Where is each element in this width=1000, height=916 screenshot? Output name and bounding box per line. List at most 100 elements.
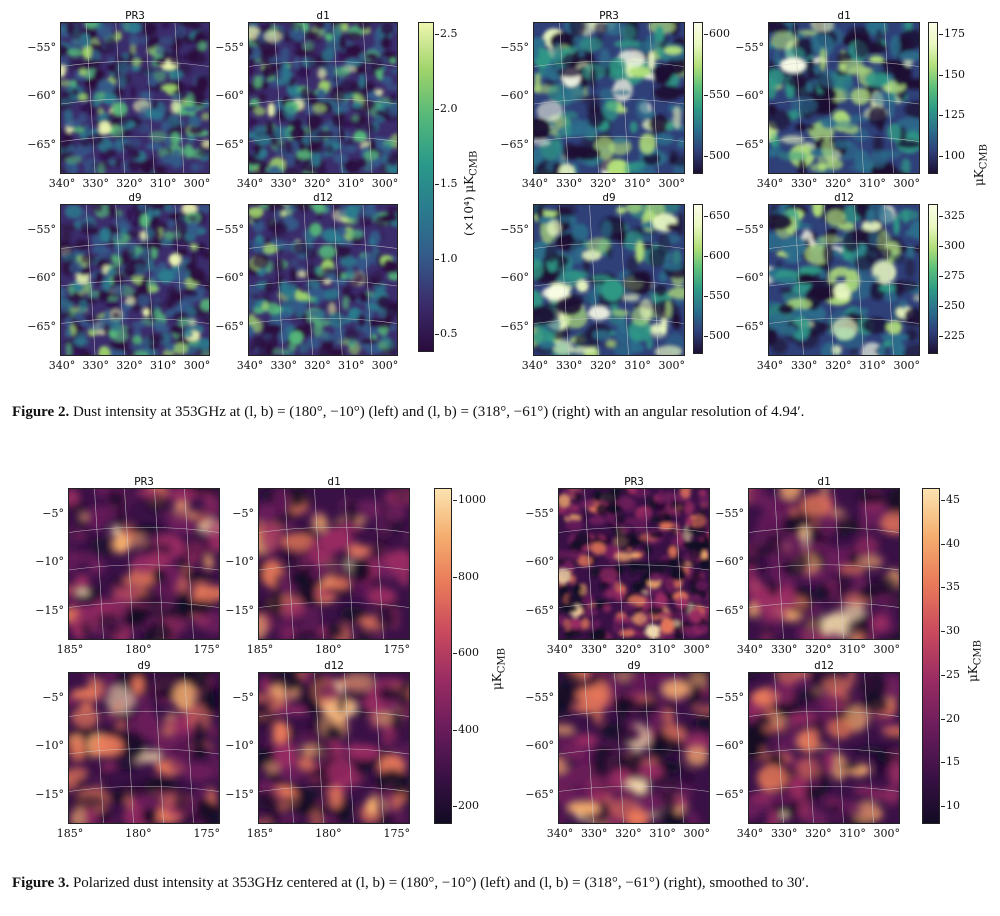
figure3-caption-label: Figure 3.	[12, 875, 70, 891]
y-tick-label: −65°	[735, 138, 764, 152]
f2-left-cbar-unit: (×10⁴) μK	[462, 175, 476, 236]
y-tick-label: −10°	[225, 555, 254, 569]
x-tick-label: 320°	[615, 827, 642, 840]
f2-right-cbar-d12-tick: 325	[939, 209, 965, 222]
panel-title-d1: d1	[327, 475, 341, 488]
y-tick-label: −60°	[715, 739, 744, 753]
f3-left-colorbar-tick: 600	[453, 646, 479, 659]
map-panel-d1	[748, 488, 900, 640]
x-tick-label: 320°	[615, 643, 642, 656]
map-panel-d1	[768, 22, 920, 174]
x-tick-label: 340°	[236, 359, 264, 372]
y-tick-label: −5°	[232, 690, 254, 704]
x-tick-label: 330°	[790, 177, 818, 190]
y-tick-label: −55°	[525, 506, 554, 520]
x-tick-label: 310°	[150, 359, 177, 372]
x-tick-label: 310°	[859, 359, 886, 372]
x-tick-label: 320°	[116, 359, 143, 372]
f3-left-colorbar-tick: 400	[453, 722, 479, 736]
map-panel-d9	[558, 672, 710, 824]
f3-right-colorbar	[922, 488, 940, 824]
x-tick-label: 175°	[193, 827, 221, 840]
x-tick-label: 310°	[649, 643, 676, 656]
x-tick-label: 340°	[546, 827, 574, 840]
x-tick-label: 340°	[48, 359, 76, 372]
map-panel-pr3	[558, 488, 710, 640]
panel-title-d9: d9	[602, 191, 616, 204]
f2-right-cbar-d12-tick: 250	[939, 299, 965, 312]
x-tick-label: 310°	[338, 359, 365, 372]
x-tick-label: 320°	[825, 359, 852, 372]
x-tick-label: 300°	[371, 359, 399, 372]
figure3-caption: Figure 3. Polarized dust intensity at 35…	[12, 873, 992, 894]
x-tick-label: 310°	[859, 177, 886, 190]
f2-right-cbar-sub: CMB	[978, 143, 990, 170]
f3-left-colorbar-label: μKCMB	[490, 648, 507, 690]
panel-title-d12: d12	[313, 191, 333, 204]
y-tick-label: −15°	[35, 788, 64, 802]
x-tick-label: 340°	[521, 359, 549, 372]
f2-right-colorbar-label: μKCMB	[972, 144, 989, 186]
y-tick-label: −55°	[715, 690, 744, 704]
x-tick-label: 340°	[48, 177, 76, 190]
y-tick-label: −60°	[215, 271, 244, 285]
y-tick-label: −60°	[27, 89, 56, 103]
figure2-caption: Figure 2. Dust intensity at 353GHz at (l…	[12, 402, 992, 423]
y-tick-label: −65°	[735, 320, 764, 334]
x-tick-label: 175°	[383, 643, 411, 656]
f2-left-colorbar-label: (×10⁴) μKCMB	[462, 151, 479, 236]
y-tick-label: −65°	[27, 320, 56, 334]
map-panel-d9	[60, 204, 210, 356]
x-tick-label: 330°	[555, 359, 583, 372]
y-tick-label: −15°	[225, 788, 254, 802]
x-tick-label: 185°	[246, 643, 274, 656]
x-tick-label: 320°	[805, 643, 832, 656]
f3-right-cbar-unit: μK	[966, 665, 980, 682]
f2-right-cbar-d12-tick: 225	[939, 329, 965, 342]
f2-right-cbar-d9-tick: 650	[704, 209, 730, 222]
y-tick-label: −65°	[215, 138, 244, 152]
y-tick-label: −55°	[735, 222, 764, 236]
panel-title-d12: d12	[834, 191, 854, 204]
f2-right-cbar-pr3-tick: 550	[704, 88, 730, 101]
f2-right-cbar-d1-tick: 125	[939, 108, 965, 122]
f2-left-colorbar-tick: 2.5	[435, 27, 458, 40]
panel-title-pr3: PR3	[599, 9, 619, 22]
f2-right-cbar-pr3-tick: 600	[704, 27, 730, 40]
x-tick-label: 340°	[736, 643, 764, 656]
x-tick-label: 320°	[304, 177, 331, 190]
f2-right-cbar-unit: μK	[972, 169, 986, 186]
f3-left-cbar-unit: μK	[490, 673, 504, 690]
x-tick-label: 310°	[649, 827, 676, 840]
x-tick-label: 310°	[338, 177, 365, 190]
x-tick-label: 300°	[893, 359, 921, 372]
map-panel-d12	[768, 204, 920, 356]
x-tick-label: 330°	[770, 827, 798, 840]
y-tick-label: −60°	[27, 271, 56, 285]
x-tick-label: 340°	[756, 359, 784, 372]
x-tick-label: 300°	[658, 359, 686, 372]
x-tick-label: 300°	[873, 643, 901, 656]
x-tick-label: 320°	[590, 359, 617, 372]
x-tick-label: 330°	[770, 643, 798, 656]
y-tick-label: −55°	[27, 40, 56, 54]
f3-right-colorbar-tick: 45	[941, 493, 960, 506]
x-tick-label: 330°	[270, 177, 298, 190]
map-panel-pr3	[60, 22, 210, 174]
f3-left-cbar-sub: CMB	[496, 647, 508, 674]
panel-title-d1: d1	[316, 9, 330, 22]
y-tick-label: −65°	[500, 138, 529, 152]
f3-left-colorbar-tick: 1000	[453, 493, 486, 506]
y-tick-label: −10°	[35, 739, 64, 753]
x-tick-label: 310°	[624, 177, 651, 190]
map-panel-d12	[748, 672, 900, 824]
x-tick-label: 310°	[624, 359, 651, 372]
y-tick-label: −55°	[500, 222, 529, 236]
y-tick-label: −60°	[215, 89, 244, 103]
panel-title-d9: d9	[137, 659, 151, 672]
panel-title-pr3: PR3	[125, 9, 145, 22]
x-tick-label: 330°	[82, 359, 110, 372]
y-tick-label: −55°	[715, 506, 744, 520]
y-tick-label: −60°	[525, 555, 554, 569]
panel-title-pr3: PR3	[624, 475, 644, 488]
